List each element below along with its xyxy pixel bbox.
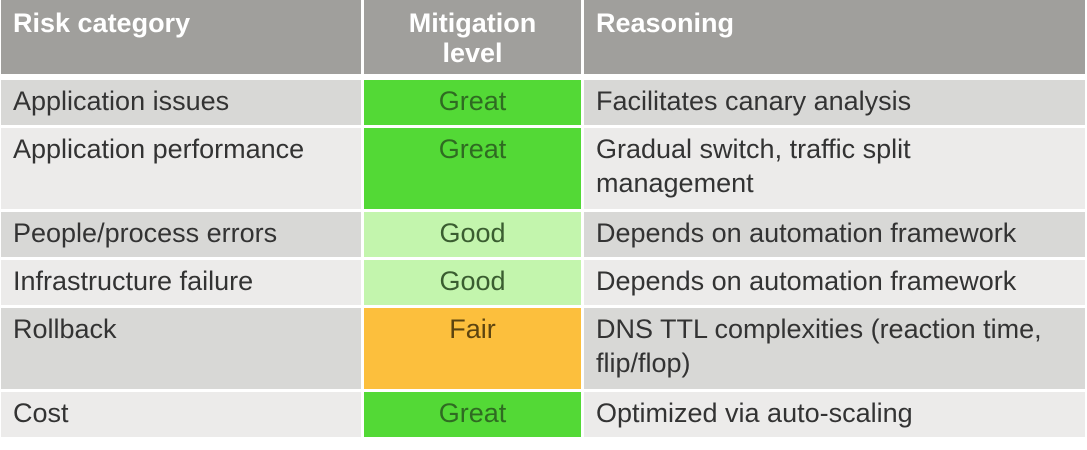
table-row: Cost Great Optimized via auto-scaling	[1, 389, 1085, 437]
risk-category-cell: Infrastructure failure	[1, 257, 361, 305]
table-row: Infrastructure failure Good Depends on a…	[1, 257, 1085, 305]
table-row: People/process errors Good Depends on au…	[1, 209, 1085, 257]
risk-category-cell: Cost	[1, 389, 361, 437]
reasoning-cell: Depends on automation framework	[581, 209, 1085, 257]
mitigation-level-cell: Good	[361, 257, 581, 305]
mitigation-level-cell: Good	[361, 209, 581, 257]
mitigation-level-cell: Fair	[361, 305, 581, 389]
table-row: Rollback Fair DNS TTL complexities (reac…	[1, 305, 1085, 389]
reasoning-cell: Facilitates canary analysis	[581, 77, 1085, 125]
reasoning-cell: Gradual switch, traffic split management	[581, 125, 1085, 209]
reasoning-cell: Optimized via auto-scaling	[581, 389, 1085, 437]
risk-table-container: Risk category Mitigation level Reasoning…	[1, 0, 1085, 437]
table-row: Application performance Great Gradual sw…	[1, 125, 1085, 209]
risk-category-cell: People/process errors	[1, 209, 361, 257]
risk-mitigation-table: Risk category Mitigation level Reasoning…	[1, 0, 1085, 437]
reasoning-cell: DNS TTL complexities (reaction time, fli…	[581, 305, 1085, 389]
header-risk-category: Risk category	[1, 0, 361, 77]
reasoning-cell: Depends on automation framework	[581, 257, 1085, 305]
risk-category-cell: Rollback	[1, 305, 361, 389]
mitigation-level-cell: Great	[361, 389, 581, 437]
header-reasoning: Reasoning	[581, 0, 1085, 77]
risk-category-cell: Application performance	[1, 125, 361, 209]
risk-category-cell: Application issues	[1, 77, 361, 125]
mitigation-level-cell: Great	[361, 125, 581, 209]
mitigation-level-cell: Great	[361, 77, 581, 125]
header-mitigation-level: Mitigation level	[361, 0, 581, 77]
table-row: Application issues Great Facilitates can…	[1, 77, 1085, 125]
table-header-row: Risk category Mitigation level Reasoning	[1, 0, 1085, 77]
